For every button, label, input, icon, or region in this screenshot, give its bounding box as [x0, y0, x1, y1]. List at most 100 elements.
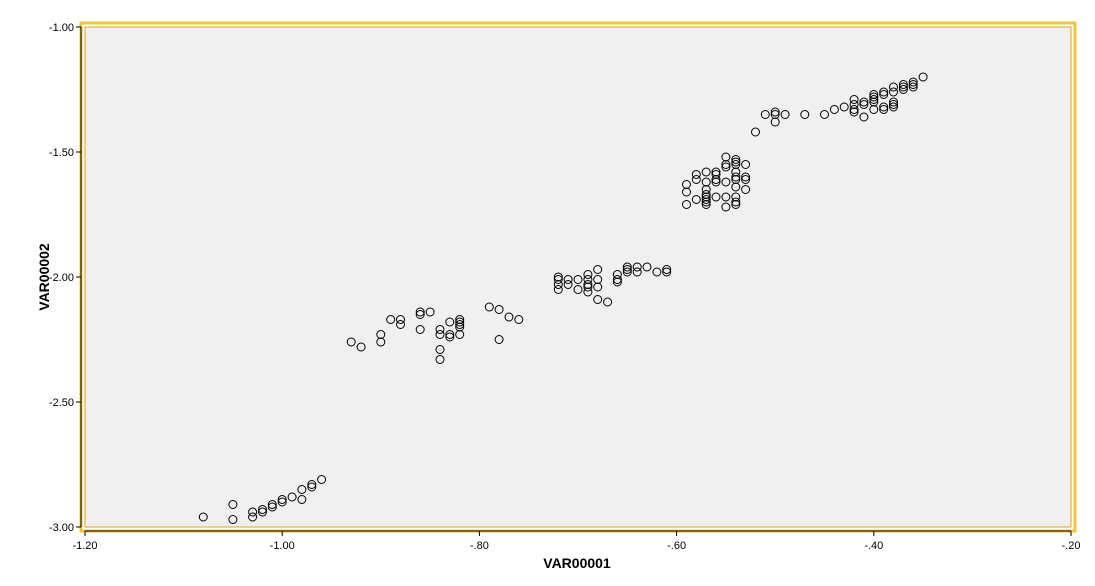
- points-layer: [198, 72, 928, 524]
- data-point: [898, 82, 908, 92]
- data-point: [711, 175, 721, 184]
- data-point: [849, 105, 859, 114]
- data-point: [721, 162, 731, 172]
- data-point: [593, 265, 603, 274]
- data-point: [346, 337, 356, 347]
- data-point: [248, 507, 258, 517]
- data-point: [731, 157, 741, 167]
- data-point: [642, 262, 652, 272]
- data-point: [258, 505, 267, 514]
- y-tick-label: -1.00: [49, 22, 74, 34]
- data-point: [317, 475, 327, 484]
- data-point: [356, 342, 366, 352]
- data-point: [711, 177, 721, 187]
- data-point: [898, 80, 908, 89]
- data-point: [869, 95, 879, 104]
- x-tick-label: -.80: [470, 540, 489, 552]
- data-point: [248, 512, 258, 522]
- data-point: [879, 105, 889, 114]
- data-point: [820, 110, 829, 119]
- data-point: [731, 182, 741, 192]
- data-point: [829, 105, 839, 114]
- data-point: [682, 187, 691, 197]
- data-point: [682, 200, 691, 209]
- data-point: [731, 200, 741, 209]
- data-point: [859, 112, 869, 122]
- data-point: [691, 195, 701, 204]
- data-point: [889, 102, 898, 112]
- data-point: [721, 160, 731, 169]
- data-point: [553, 285, 563, 294]
- data-point: [721, 177, 731, 187]
- data-point: [228, 515, 238, 524]
- data-point: [593, 295, 603, 304]
- data-point: [415, 325, 425, 334]
- data-point: [869, 92, 879, 102]
- data-point: [701, 197, 711, 207]
- data-point: [277, 497, 287, 507]
- data-point: [849, 95, 859, 104]
- data-point: [435, 330, 445, 339]
- x-tick-label: -.60: [667, 540, 686, 552]
- data-point: [691, 170, 701, 179]
- data-point: [277, 495, 287, 504]
- data-point: [701, 200, 711, 209]
- data-point: [879, 90, 889, 99]
- data-point: [563, 275, 573, 284]
- data-point: [514, 315, 524, 324]
- data-point: [228, 500, 238, 509]
- data-point: [780, 110, 790, 119]
- data-point: [879, 87, 889, 97]
- data-point: [741, 172, 751, 182]
- data-point: [612, 277, 622, 287]
- data-point: [898, 85, 908, 94]
- data-point: [711, 192, 721, 202]
- y-axis-title: VAR00002: [36, 243, 52, 311]
- data-point: [731, 155, 741, 164]
- data-point: [889, 87, 898, 97]
- x-tick-label: -1.20: [72, 540, 97, 552]
- data-point: [297, 495, 307, 504]
- data-point: [445, 317, 455, 327]
- data-point: [287, 492, 297, 502]
- data-point: [701, 195, 711, 204]
- data-point: [760, 110, 770, 119]
- data-point: [267, 502, 277, 512]
- data-point: [632, 267, 642, 277]
- data-point: [800, 110, 810, 119]
- data-point: [435, 355, 445, 364]
- data-point: [396, 315, 405, 324]
- data-point: [622, 262, 632, 272]
- x-axis: -1.20 -1.00 -.80 -.60 -.40 -.20: [72, 530, 1080, 552]
- data-point: [622, 267, 632, 277]
- data-point: [751, 127, 760, 137]
- data-point: [770, 107, 780, 117]
- data-point: [918, 72, 928, 82]
- data-point: [741, 175, 751, 184]
- data-point: [415, 307, 425, 317]
- data-point: [731, 172, 741, 182]
- data-point: [603, 297, 613, 307]
- data-point: [691, 175, 701, 184]
- data-point: [612, 275, 622, 284]
- data-point: [258, 507, 267, 517]
- data-point: [721, 202, 731, 212]
- data-point: [859, 100, 869, 109]
- data-point: [908, 82, 918, 92]
- data-point: [849, 107, 859, 117]
- x-tick-label: -.40: [864, 540, 883, 552]
- data-point: [553, 275, 563, 284]
- data-point: [869, 105, 879, 114]
- data-point: [553, 280, 563, 289]
- data-point: [662, 267, 672, 277]
- data-point: [632, 262, 642, 272]
- data-point: [396, 320, 405, 329]
- data-point: [593, 282, 603, 292]
- data-point: [859, 97, 869, 107]
- data-point: [445, 332, 455, 342]
- y-axis: -1.00 -1.50 -2.00 -2.50 -3.00: [49, 22, 82, 534]
- data-point: [721, 192, 731, 202]
- data-point: [889, 97, 898, 107]
